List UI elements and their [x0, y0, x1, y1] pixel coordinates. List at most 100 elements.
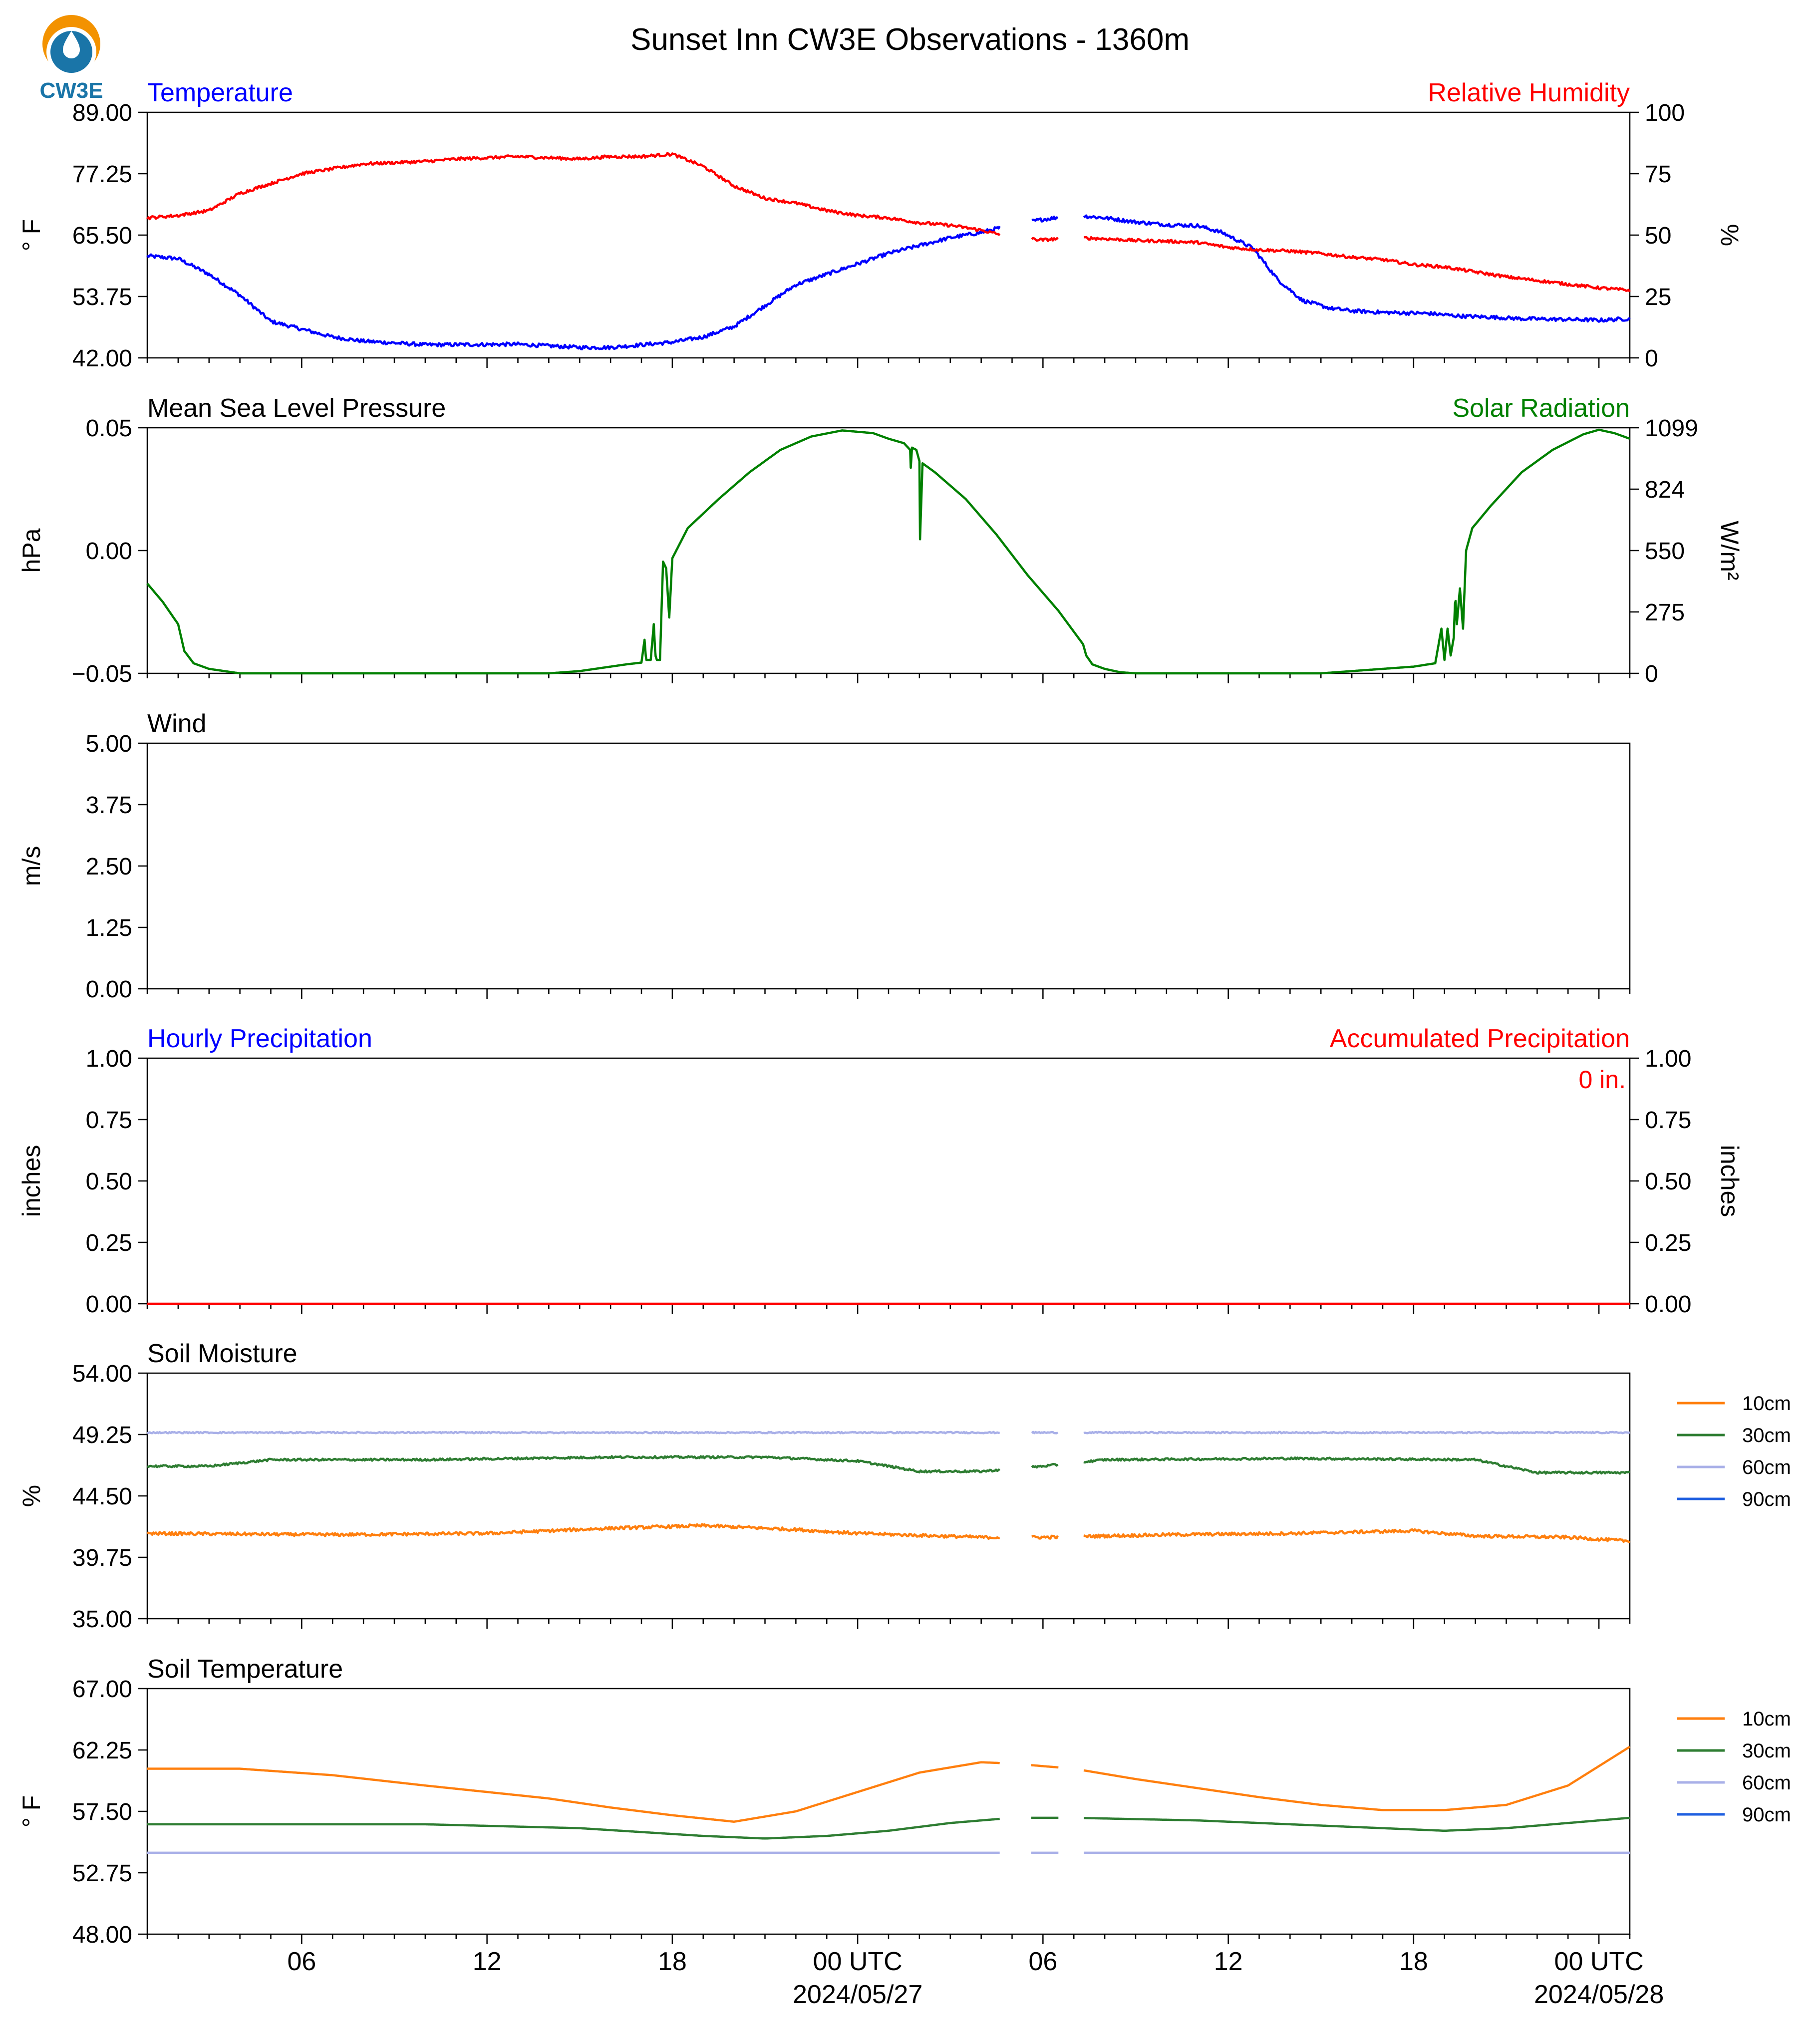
series-line-60cm — [147, 1431, 1630, 1435]
y-tick-label: 77.25 — [72, 161, 132, 188]
y-tick-label: 57.50 — [72, 1799, 132, 1825]
y-axis-label-right: W/m² — [1716, 521, 1744, 580]
y-tick-label: 48.00 — [72, 1922, 132, 1948]
y-tick-label: 89.00 — [72, 100, 132, 126]
y-tick-label: 42.00 — [72, 345, 132, 372]
y-tick-label: 1.25 — [86, 915, 132, 941]
y-axis-label: hPa — [17, 528, 45, 573]
series-line-temperature — [146, 214, 1631, 350]
panel-title: Soil Temperature — [147, 1655, 343, 1684]
logo-droplet-icon — [63, 31, 80, 58]
x-tick-label: 12 — [1214, 1947, 1243, 1976]
y-tick-label: 67.00 — [72, 1676, 132, 1703]
x-tick-label: 18 — [1399, 1947, 1428, 1976]
y-tick-label-right: 75 — [1645, 161, 1671, 188]
y-tick-label: 0.50 — [86, 1168, 132, 1195]
y-axis-label-right: inches — [1716, 1145, 1744, 1217]
y-tick-label: 62.25 — [72, 1738, 132, 1764]
x-tick-label: 06 — [1028, 1947, 1057, 1976]
legend-label: 30cm — [1742, 1425, 1791, 1447]
y-tick-label-right: 824 — [1645, 477, 1685, 503]
legend-label: 10cm — [1742, 1393, 1791, 1415]
y-tick-label: 0.25 — [86, 1230, 132, 1256]
panel-2: Wind 0.00 1.25 2.50 3.75 5.00 m/s — [17, 709, 1631, 1003]
y-tick-label-right: 25 — [1645, 284, 1671, 310]
y-tick-label: 52.75 — [72, 1860, 132, 1887]
y-tick-label: 0.75 — [86, 1107, 132, 1134]
panel-title: Wind — [147, 709, 206, 738]
panel-1: Mean Sea Level Pressure Solar Radiation −0… — [17, 394, 1744, 687]
y-tick-label-right: 1099 — [1645, 415, 1698, 442]
panel-frame — [146, 111, 1631, 359]
y-tick-label: 49.25 — [72, 1422, 132, 1449]
y-tick-label-right: 550 — [1645, 538, 1685, 565]
series-line-30cm — [146, 1455, 1631, 1475]
y-tick-label: −0.05 — [72, 661, 132, 687]
logo-text: CW3E — [39, 78, 103, 103]
y-tick-label: 3.75 — [86, 792, 132, 819]
y-tick-label: 53.75 — [72, 284, 132, 310]
y-tick-label-right: 0.25 — [1645, 1230, 1691, 1256]
y-tick-label: 0.00 — [86, 538, 132, 565]
x-date-label: 2024/05/27 — [793, 1980, 922, 2009]
legend-label: 10cm — [1742, 1708, 1791, 1730]
series-line-10cm — [146, 1745, 1631, 1823]
y-tick-label-right: 0.50 — [1645, 1168, 1691, 1195]
x-tick-label: 12 — [473, 1947, 502, 1976]
y-axis-label: m/s — [17, 846, 45, 886]
panel-title-right: Relative Humidity — [1428, 78, 1630, 107]
series-line-relative-humidity — [146, 152, 1631, 292]
y-tick-label: 35.00 — [72, 1606, 132, 1633]
series-line-30cm — [146, 1816, 1631, 1840]
y-tick-label: 5.00 — [86, 731, 132, 757]
x-tick-label: 18 — [658, 1947, 687, 1976]
y-tick-label-right: 0 — [1645, 661, 1658, 687]
x-tick-label: 06 — [287, 1947, 316, 1976]
y-tick-label-right: 100 — [1645, 100, 1685, 126]
y-tick-label: 0.00 — [86, 976, 132, 1003]
y-axis-label: ° F — [17, 219, 45, 251]
legend-label: 90cm — [1742, 1804, 1791, 1826]
panel-frame — [146, 1372, 1631, 1620]
y-tick-label: 0.00 — [86, 1291, 132, 1318]
legend-label: 90cm — [1742, 1488, 1791, 1510]
panel-4: Soil Moisture 35.00 39.75 44.50 49.25 54.00% 1… — [17, 1339, 1791, 1633]
y-axis-label-right: % — [1716, 224, 1744, 246]
panel-title-right: Accumulated Precipitation — [1330, 1024, 1630, 1053]
panel-title: Temperature — [147, 78, 293, 107]
y-tick-label-right: 0 — [1645, 345, 1658, 372]
y-tick-label-right: 275 — [1645, 599, 1685, 626]
y-tick-label-right: 0.75 — [1645, 1107, 1691, 1134]
accumulated-total-label: 0 in. — [1578, 1066, 1626, 1094]
y-axis-label: % — [17, 1485, 45, 1507]
panel-frame — [146, 742, 1631, 990]
y-tick-label-right: 50 — [1645, 223, 1671, 249]
panel-0: Temperature Relative Humidity 42.00 53.75 65… — [17, 78, 1744, 372]
y-tick-label-right: 0.00 — [1645, 1291, 1691, 1318]
panel-title: Hourly Precipitation — [147, 1024, 372, 1053]
panel-frame — [146, 427, 1631, 674]
panel-title: Mean Sea Level Pressure — [147, 394, 446, 423]
y-axis-label: inches — [17, 1145, 45, 1217]
series-line-solar-radiation — [146, 428, 1631, 675]
y-tick-label: 54.00 — [72, 1361, 132, 1387]
panels: Temperature Relative Humidity 42.00 53.75 65… — [17, 78, 1791, 2009]
panel-frame — [146, 1057, 1631, 1305]
panel-title-right: Solar Radiation — [1452, 394, 1630, 423]
y-tick-label: 44.50 — [72, 1483, 132, 1510]
x-tick-label: 00 UTC — [1554, 1947, 1644, 1976]
legend-label: 60cm — [1742, 1456, 1791, 1478]
legend-label: 30cm — [1742, 1740, 1791, 1762]
cw3e-logo: CW3E — [39, 15, 103, 103]
y-tick-label: 2.50 — [86, 854, 132, 880]
y-tick-label: 39.75 — [72, 1545, 132, 1571]
x-tick-label: 00 UTC — [813, 1947, 903, 1976]
y-tick-label: 0.05 — [86, 415, 132, 442]
y-axis-label: ° F — [17, 1795, 45, 1827]
y-tick-label: 1.00 — [86, 1046, 132, 1072]
panel-title: Soil Moisture — [147, 1339, 298, 1368]
x-date-label: 2024/05/28 — [1534, 1980, 1664, 2009]
page-title: Sunset Inn CW3E Observations - 1360m — [630, 22, 1190, 57]
legend-label: 60cm — [1742, 1772, 1791, 1794]
